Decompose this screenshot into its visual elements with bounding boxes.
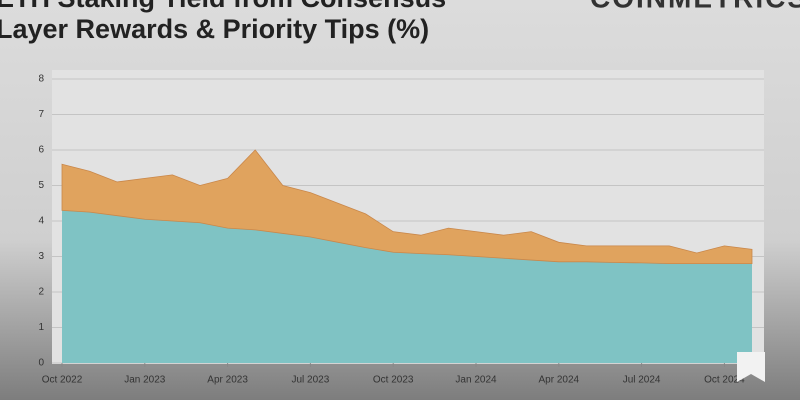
- y-tick-label: 7: [38, 109, 44, 120]
- y-tick-label: 0: [38, 358, 44, 369]
- x-tick-label: Apr 2024: [539, 375, 580, 386]
- x-tick-label: Jan 2024: [455, 375, 497, 386]
- y-tick-label: 2: [38, 287, 44, 298]
- y-tick-label: 4: [38, 216, 44, 227]
- chart-title: Layer Rewards & Priority Tips (%): [0, 14, 429, 44]
- y-tick-label: 5: [38, 180, 44, 191]
- y-tick-label: 3: [38, 251, 44, 262]
- x-tick-label: Jul 2024: [623, 375, 661, 386]
- x-tick-label: Oct 2023: [373, 375, 414, 386]
- y-tick-label: 1: [38, 322, 44, 333]
- x-tick-label: Oct 2024: [704, 375, 745, 386]
- x-tick-label: Jan 2023: [124, 375, 166, 386]
- bookmark-icon: [737, 352, 765, 382]
- y-tick-label: 6: [38, 145, 44, 156]
- x-tick-label: Oct 2022: [42, 375, 83, 386]
- plot: 0 1 2 3 4 5 6 7 8 Oct 2022 Jan 2023 Apr 2023 Jul 202…: [38, 74, 764, 386]
- x-tick-label: Apr 2023: [207, 375, 248, 386]
- x-tick-label: Jul 2023: [291, 375, 329, 386]
- chart-title: ETH Staking Yield from Consensus: [0, 0, 446, 13]
- source-logo: COINMETRICS: [590, 0, 800, 13]
- area: [61, 149, 753, 264]
- y-tick-label: 8: [38, 74, 44, 85]
- area: [62, 210, 752, 363]
